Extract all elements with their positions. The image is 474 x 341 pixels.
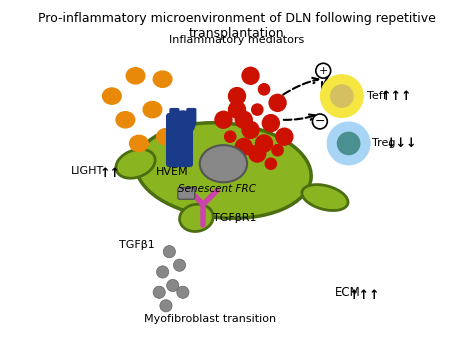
Circle shape <box>275 128 293 146</box>
Circle shape <box>316 63 331 78</box>
Circle shape <box>337 132 360 155</box>
Circle shape <box>264 158 277 170</box>
Ellipse shape <box>200 145 247 182</box>
Circle shape <box>224 130 237 143</box>
Circle shape <box>241 66 260 85</box>
Text: ECM: ECM <box>335 286 361 299</box>
Circle shape <box>153 286 165 298</box>
Circle shape <box>262 114 280 132</box>
Ellipse shape <box>116 149 155 178</box>
Text: +: + <box>319 66 328 76</box>
Circle shape <box>224 147 237 160</box>
Circle shape <box>214 110 233 129</box>
Text: −: − <box>315 115 325 128</box>
Circle shape <box>173 259 186 271</box>
FancyBboxPatch shape <box>166 113 193 167</box>
FancyBboxPatch shape <box>169 108 180 125</box>
Text: LIGHT: LIGHT <box>71 165 105 176</box>
Ellipse shape <box>116 112 135 128</box>
Text: TGFβ1: TGFβ1 <box>118 240 155 250</box>
Circle shape <box>248 144 266 163</box>
FancyBboxPatch shape <box>186 108 196 125</box>
Ellipse shape <box>136 123 311 218</box>
Circle shape <box>235 138 253 156</box>
Text: HVEM: HVEM <box>156 167 189 177</box>
Circle shape <box>160 300 172 312</box>
Ellipse shape <box>302 184 348 210</box>
Text: ↑↑↑: ↑↑↑ <box>381 90 412 103</box>
Circle shape <box>255 134 273 153</box>
Ellipse shape <box>126 68 145 84</box>
Text: ↓↓↓: ↓↓↓ <box>386 137 417 150</box>
Text: Senescent FRC: Senescent FRC <box>178 184 255 194</box>
Ellipse shape <box>156 129 175 145</box>
Circle shape <box>320 74 364 118</box>
Circle shape <box>258 83 270 96</box>
Circle shape <box>330 84 354 108</box>
Ellipse shape <box>180 204 213 232</box>
Circle shape <box>177 286 189 298</box>
Ellipse shape <box>167 112 185 128</box>
Circle shape <box>241 121 260 139</box>
Circle shape <box>228 87 246 105</box>
Ellipse shape <box>153 71 172 87</box>
Text: Treg: Treg <box>372 138 396 148</box>
Circle shape <box>167 279 179 292</box>
Circle shape <box>170 110 196 136</box>
Text: TGFβR1: TGFβR1 <box>213 213 257 223</box>
Text: Pro-inflammatory microenvironment of DLN following repetitive transplantation: Pro-inflammatory microenvironment of DLN… <box>38 12 436 40</box>
FancyBboxPatch shape <box>178 188 195 199</box>
Text: Inflammatory mediators: Inflammatory mediators <box>169 35 305 45</box>
Circle shape <box>235 110 253 129</box>
Ellipse shape <box>102 88 121 104</box>
Text: ↑↑↑: ↑↑↑ <box>348 289 380 302</box>
Circle shape <box>228 100 246 119</box>
Circle shape <box>156 266 169 278</box>
Text: ↑↑: ↑↑ <box>100 167 121 180</box>
Circle shape <box>312 114 328 129</box>
Text: Myofibroblast transition: Myofibroblast transition <box>144 314 276 324</box>
Circle shape <box>251 103 264 116</box>
Circle shape <box>327 121 371 165</box>
Text: Teff: Teff <box>367 91 387 101</box>
Ellipse shape <box>143 102 162 118</box>
Ellipse shape <box>129 135 148 151</box>
Circle shape <box>268 94 287 112</box>
Circle shape <box>163 246 175 258</box>
Circle shape <box>271 144 284 157</box>
